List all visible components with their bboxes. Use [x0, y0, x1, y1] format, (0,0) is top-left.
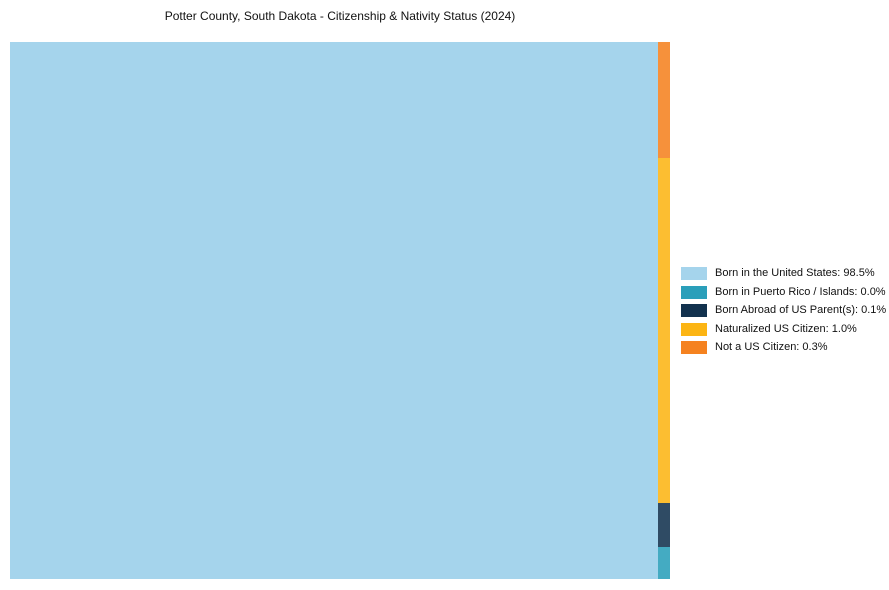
treemap-rect-naturalized-us-citizen	[658, 158, 670, 503]
legend-item-naturalized: Naturalized US Citizen: 1.0%	[681, 322, 886, 336]
legend-item-not-a-citizen: Not a US Citizen: 0.3%	[681, 341, 886, 354]
treemap-rect-not-a-us-citizen	[658, 42, 670, 158]
legend-label-naturalized: Naturalized US Citizen: 1.0%	[715, 322, 857, 335]
legend-label-born-in-united-states: Born in the United States: 98.5%	[715, 267, 875, 279]
legend-item-born-in-puerto-rico: Born in Puerto Rico / Islands: 0.0%	[681, 285, 886, 299]
treemap-rect-born-abroad-of-us-parents	[658, 503, 670, 547]
legend-swatch-born-abroad	[681, 304, 707, 317]
legend-item-born-abroad: Born Abroad of US Parent(s): 0.1%	[681, 304, 886, 317]
treemap-minority-strip	[658, 42, 670, 579]
legend-swatch-born-in-united-states	[681, 267, 707, 280]
legend-swatch-not-a-citizen	[681, 341, 707, 354]
legend-label-born-in-puerto-rico: Born in Puerto Rico / Islands: 0.0%	[715, 285, 886, 298]
legend-swatch-naturalized	[681, 322, 707, 336]
treemap-rect-born-in-puerto-rico-islands	[658, 547, 670, 579]
chart-title: Potter County, South Dakota - Citizenshi…	[164, 9, 516, 23]
legend-swatch-born-in-puerto-rico	[681, 285, 707, 299]
legend: Born in the United States: 98.5% Born in…	[681, 267, 886, 354]
treemap-rect-born-in-united-states	[10, 42, 658, 579]
legend-label-not-a-citizen: Not a US Citizen: 0.3%	[715, 341, 828, 353]
legend-label-born-abroad: Born Abroad of US Parent(s): 0.1%	[715, 304, 887, 316]
treemap-plot	[10, 42, 670, 579]
legend-item-born-in-united-states: Born in the United States: 98.5%	[681, 267, 886, 280]
